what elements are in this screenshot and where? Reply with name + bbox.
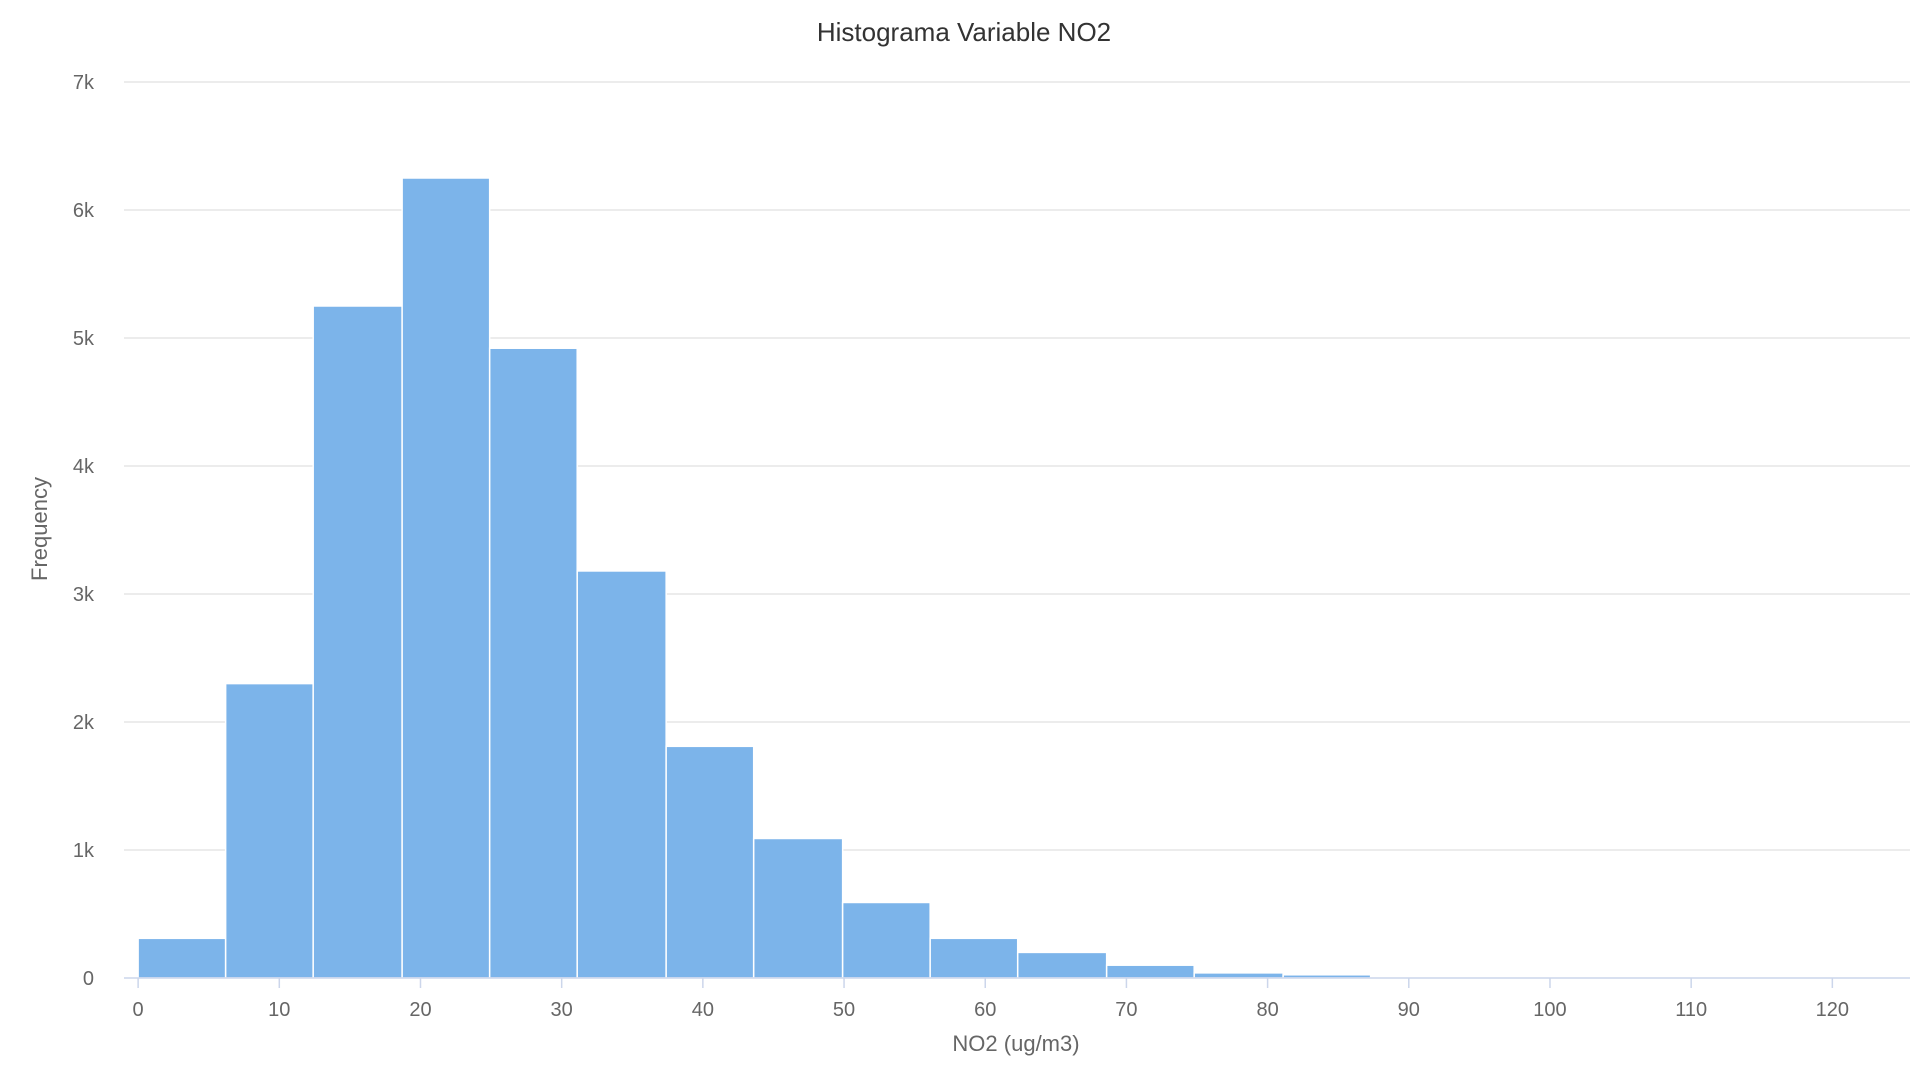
y-tick-label: 7k: [73, 72, 95, 94]
x-tick-label: 70: [1115, 999, 1137, 1021]
histogram-bar[interactable]: [841, 901, 931, 979]
histogram-bar[interactable]: [1193, 972, 1284, 979]
x-tick-label: 0: [133, 999, 144, 1021]
histogram-bar[interactable]: [137, 937, 227, 979]
y-tick-label: 3k: [73, 584, 95, 606]
y-tick-label: 1k: [73, 840, 95, 862]
histogram-bar[interactable]: [665, 745, 755, 979]
chart-title: Histograma Variable NO2: [817, 17, 1111, 47]
histogram-bars: [137, 177, 1911, 979]
x-tick-label: 20: [409, 999, 431, 1021]
histogram-bar[interactable]: [576, 570, 667, 979]
x-tick-label: 40: [692, 999, 714, 1021]
y-tick-label: 5k: [73, 328, 95, 350]
x-tick-label: 90: [1398, 999, 1420, 1021]
x-axis-tick-labels: 0 10 20 30 40 50 60 70 80 90 100 110 120: [133, 999, 1849, 1021]
x-tick-label: 110: [1675, 999, 1707, 1021]
x-tick-label: 60: [974, 999, 996, 1021]
x-tick-label: 80: [1256, 999, 1278, 1021]
x-tick-label: 120: [1816, 999, 1849, 1021]
histogram-bar[interactable]: [929, 937, 1019, 979]
y-axis-title: Frequency: [27, 477, 52, 581]
x-tick-label: 50: [833, 999, 855, 1021]
histogram-bar[interactable]: [1105, 964, 1195, 979]
x-tick-label: 10: [268, 999, 290, 1021]
histogram-bar[interactable]: [224, 682, 314, 979]
histogram-bar[interactable]: [1016, 951, 1108, 979]
y-tick-label: 6k: [73, 200, 95, 222]
y-axis-tick-labels: 0 1k 2k 3k 4k 5k 6k 7k: [73, 72, 95, 990]
y-tick-label: 4k: [73, 456, 95, 478]
histogram-bar[interactable]: [752, 837, 844, 979]
histogram-bar[interactable]: [312, 305, 403, 979]
x-tick-label: 100: [1533, 999, 1566, 1021]
y-tick-label: 2k: [73, 712, 95, 734]
histogram-bar[interactable]: [401, 177, 491, 979]
x-axis: [124, 977, 1910, 988]
x-tick-label: 30: [551, 999, 573, 1021]
y-tick-label: 0: [83, 968, 94, 990]
histogram-bar[interactable]: [488, 347, 578, 979]
x-axis-title: NO2 (ug/m3): [952, 1031, 1079, 1056]
